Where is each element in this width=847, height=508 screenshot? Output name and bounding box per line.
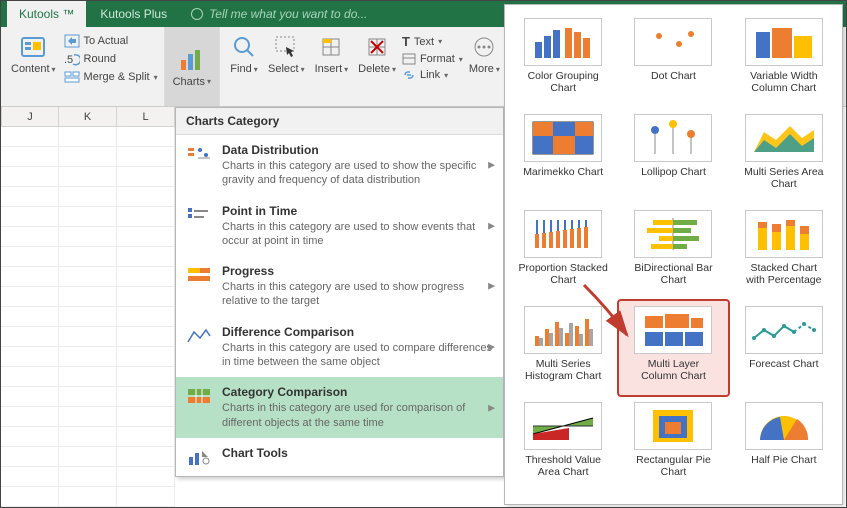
gallery-item-3[interactable]: Marimekko Chart bbox=[509, 109, 617, 203]
gallery-thumb bbox=[524, 18, 602, 66]
gallery-item-1[interactable]: Dot Chart bbox=[619, 13, 727, 107]
col-j[interactable]: J bbox=[1, 107, 59, 127]
to-actual-icon bbox=[64, 34, 80, 48]
gallery-thumb bbox=[634, 306, 712, 354]
link-button[interactable]: Link▾ bbox=[402, 68, 463, 82]
gallery-label: Lollipop Chart bbox=[641, 166, 706, 178]
gallery-item-4[interactable]: Lollipop Chart bbox=[619, 109, 727, 203]
gallery-label: BiDirectional BarChart bbox=[634, 262, 712, 286]
more-icon bbox=[470, 33, 498, 61]
gallery-thumb bbox=[524, 306, 602, 354]
gallery-label: Threshold ValueArea Chart bbox=[525, 454, 601, 478]
col-k[interactable]: K bbox=[59, 107, 117, 127]
gallery-label: Multi LayerColumn Chart bbox=[641, 358, 706, 382]
gallery-label: Half Pie Chart bbox=[751, 454, 816, 466]
dropdown-item-icon bbox=[186, 143, 212, 165]
gallery-label: Dot Chart bbox=[651, 70, 696, 82]
find-icon bbox=[230, 33, 258, 61]
dropdown-item-2[interactable]: ProgressCharts in this category are used… bbox=[176, 256, 503, 317]
more-button[interactable]: More▾ bbox=[465, 31, 504, 102]
column-headers: J K L bbox=[1, 107, 175, 127]
charts-category-dropdown: Charts Category Data DistributionCharts … bbox=[175, 107, 504, 477]
round-icon: .5 bbox=[64, 52, 80, 66]
round-button[interactable]: .5 Round bbox=[64, 51, 158, 67]
gallery-thumb bbox=[634, 402, 712, 450]
gallery-item-12[interactable]: Threshold ValueArea Chart bbox=[509, 397, 617, 491]
merge-split-icon bbox=[64, 70, 80, 84]
dropdown-item-1[interactable]: Point in TimeCharts in this category are… bbox=[176, 196, 503, 257]
dropdown-title: Charts Category bbox=[176, 108, 503, 135]
format-button[interactable]: Format▾ bbox=[402, 52, 463, 66]
worksheet-grid[interactable] bbox=[1, 127, 175, 507]
dropdown-item-4[interactable]: Category ComparisonCharts in this catego… bbox=[176, 377, 503, 438]
gallery-item-7[interactable]: BiDirectional BarChart bbox=[619, 205, 727, 299]
insert-button[interactable]: Insert▾ bbox=[311, 31, 353, 102]
col-l[interactable]: L bbox=[117, 107, 175, 127]
gallery-label: Forecast Chart bbox=[749, 358, 818, 370]
gallery-thumb bbox=[745, 210, 823, 258]
content-button[interactable]: Content▾ bbox=[7, 31, 60, 77]
dropdown-item-icon bbox=[186, 325, 212, 347]
tell-me-search[interactable]: Tell me what you want to do... bbox=[191, 7, 367, 21]
find-button[interactable]: Find▾ bbox=[226, 31, 262, 102]
select-button[interactable]: Select▾ bbox=[264, 31, 309, 102]
gallery-item-6[interactable]: Proportion StackedChart bbox=[509, 205, 617, 299]
gallery-thumb bbox=[524, 114, 602, 162]
gallery-item-9[interactable]: Multi SeriesHistogram Chart bbox=[509, 301, 617, 395]
gallery-label: Multi SeriesHistogram Chart bbox=[525, 358, 601, 382]
gallery-thumb bbox=[634, 114, 712, 162]
dropdown-item-0[interactable]: Data DistributionCharts in this category… bbox=[176, 135, 503, 196]
dropdown-item-icon bbox=[186, 204, 212, 226]
charts-button[interactable]: Charts▾ bbox=[165, 27, 219, 106]
bulb-icon bbox=[191, 8, 203, 20]
gallery-item-8[interactable]: Stacked Chartwith Percentage bbox=[730, 205, 838, 299]
gallery-item-14[interactable]: Half Pie Chart bbox=[730, 397, 838, 491]
gallery-label: Marimekko Chart bbox=[523, 166, 603, 178]
svg-text:.5: .5 bbox=[64, 54, 73, 66]
gallery-item-13[interactable]: Rectangular PieChart bbox=[619, 397, 727, 491]
gallery-item-5[interactable]: Multi Series AreaChart bbox=[730, 109, 838, 203]
delete-icon bbox=[363, 33, 391, 61]
gallery-thumb bbox=[524, 210, 602, 258]
text-button[interactable]: TText▾ bbox=[402, 33, 463, 50]
gallery-item-10[interactable]: Multi LayerColumn Chart bbox=[619, 301, 727, 395]
gallery-item-11[interactable]: Forecast Chart bbox=[730, 301, 838, 395]
gallery-thumb bbox=[634, 210, 712, 258]
tab-kutools[interactable]: Kutools ™ bbox=[7, 1, 86, 27]
dropdown-item-icon bbox=[186, 385, 212, 407]
charts-icon bbox=[178, 46, 206, 74]
insert-icon bbox=[317, 33, 345, 61]
gallery-thumb bbox=[745, 402, 823, 450]
gallery-thumb bbox=[524, 402, 602, 450]
merge-split-button[interactable]: Merge & Split▾ bbox=[64, 69, 158, 85]
gallery-label: Variable WidthColumn Chart bbox=[750, 70, 818, 94]
gallery-label: Stacked Chartwith Percentage bbox=[746, 262, 821, 286]
select-icon bbox=[272, 33, 300, 61]
to-actual-button[interactable]: To Actual bbox=[64, 33, 158, 49]
delete-button[interactable]: Delete▾ bbox=[354, 31, 400, 102]
gallery-thumb bbox=[634, 18, 712, 66]
tab-kutools-plus[interactable]: Kutools Plus bbox=[88, 1, 179, 27]
dropdown-item-5[interactable]: Chart Tools bbox=[176, 438, 503, 476]
gallery-label: Color GroupingChart bbox=[528, 70, 599, 94]
gallery-thumb bbox=[745, 306, 823, 354]
gallery-label: Rectangular PieChart bbox=[636, 454, 711, 478]
gallery-thumb bbox=[745, 18, 823, 66]
dropdown-item-icon bbox=[186, 264, 212, 286]
gallery-label: Proportion StackedChart bbox=[519, 262, 608, 286]
gallery-item-0[interactable]: Color GroupingChart bbox=[509, 13, 617, 107]
gallery-item-2[interactable]: Variable WidthColumn Chart bbox=[730, 13, 838, 107]
chart-gallery: Color GroupingChart Dot Chart Variable W… bbox=[504, 4, 843, 505]
format-icon bbox=[402, 53, 416, 65]
dropdown-item-3[interactable]: Difference ComparisonCharts in this cate… bbox=[176, 317, 503, 378]
link-icon bbox=[402, 69, 416, 81]
dropdown-item-icon bbox=[186, 446, 212, 468]
content-icon bbox=[19, 33, 47, 61]
gallery-label: Multi Series AreaChart bbox=[744, 166, 823, 190]
gallery-thumb bbox=[745, 114, 823, 162]
